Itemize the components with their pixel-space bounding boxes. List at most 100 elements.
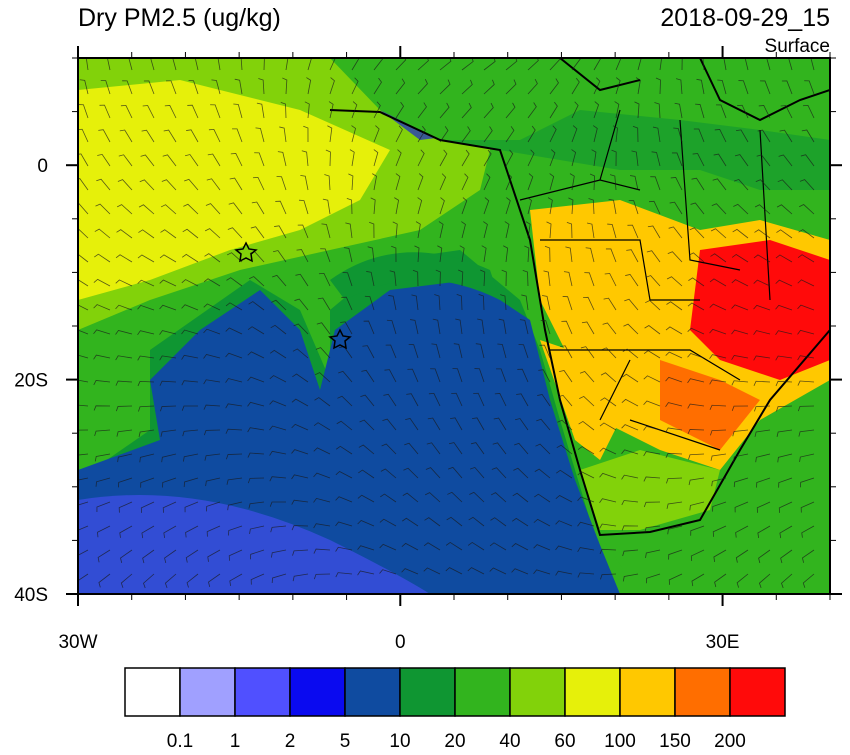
wind-barb (797, 355, 815, 361)
wind-barb (250, 226, 265, 239)
wind-barb (621, 398, 639, 407)
wind-barb (591, 149, 597, 167)
wind-barb (455, 318, 463, 335)
wind-barb (159, 355, 177, 361)
wind-barb (269, 501, 287, 507)
wind-barb (731, 405, 749, 411)
wind-barb (802, 104, 815, 119)
colorbar-label: 100 (604, 731, 636, 750)
wind-barb (483, 126, 493, 143)
wind-barb (338, 370, 353, 383)
wind-barb (670, 177, 683, 191)
wind-barb (775, 304, 793, 311)
wind-barb (279, 126, 287, 143)
x-tick-label: 30W (58, 632, 97, 653)
wind-barb (577, 471, 595, 479)
wind-barb (599, 472, 617, 479)
wind-barb (635, 77, 641, 95)
wind-barb (437, 245, 443, 263)
wind-barb (731, 380, 749, 386)
wind-barb (140, 154, 155, 167)
wind-barb (141, 525, 155, 539)
wind-barb (342, 272, 353, 287)
wind-barb (667, 525, 683, 535)
wind-barb (391, 245, 397, 263)
wind-barb (186, 129, 199, 143)
wind-barb (689, 501, 705, 511)
wind-barb (395, 58, 407, 71)
wind-barb (600, 372, 617, 383)
wind-barb (404, 442, 419, 455)
wind-barb (351, 125, 357, 143)
wind-barb (788, 58, 793, 71)
wind-barb (586, 222, 595, 239)
wind-barb (688, 252, 705, 263)
wind-barb (581, 321, 595, 335)
wind-barb (276, 176, 287, 191)
wind-barb (647, 225, 661, 239)
wind-barb (93, 380, 111, 386)
wind-barb (702, 58, 705, 71)
wind-barb (577, 572, 595, 578)
wind-barb (335, 445, 353, 455)
wind-barb (755, 179, 771, 191)
wind-barb (777, 453, 793, 463)
wind-barb (93, 405, 111, 411)
wind-barb (555, 520, 573, 527)
wind-barb (159, 380, 177, 386)
wind-barb (203, 303, 221, 311)
wind-barb (505, 173, 513, 191)
wind-barb (185, 525, 199, 538)
wind-barb (448, 466, 463, 479)
wind-barb (78, 379, 89, 383)
wind-barb (713, 153, 727, 167)
wind-barb (775, 254, 793, 263)
wind-barb (665, 351, 683, 359)
wind-barb (85, 58, 89, 71)
wind-barb (622, 573, 639, 582)
wind-barb (505, 102, 516, 119)
wind-barb (250, 549, 265, 560)
wind-barb (115, 380, 133, 386)
wind-barb (166, 80, 177, 95)
wind-barb (137, 279, 155, 287)
wind-barb (536, 418, 551, 431)
wind-barb (402, 492, 419, 503)
wind-barb (533, 544, 551, 551)
wind-barb (447, 491, 463, 503)
wind-barb (630, 175, 639, 191)
wind-barb (779, 525, 793, 539)
wind-barb (458, 269, 464, 287)
wind-barb (452, 368, 463, 383)
wind-barb (477, 318, 485, 335)
wind-barb (757, 129, 771, 143)
wind-barb (514, 442, 529, 455)
wind-barb (565, 246, 573, 263)
wind-barb (348, 173, 354, 191)
wind-barb (93, 354, 111, 360)
wind-barb (453, 343, 463, 359)
wind-barb (622, 348, 639, 359)
wind-barb (183, 477, 199, 488)
wind-barb (160, 405, 177, 412)
wind-barb (512, 492, 529, 503)
x-tick-label: 0 (395, 632, 406, 653)
wind-barb (732, 228, 749, 239)
wind-barb (643, 476, 661, 482)
wind-barb (78, 525, 89, 531)
wind-barb (621, 474, 639, 480)
wind-barb (357, 545, 375, 551)
wind-barb (709, 328, 727, 335)
wind-barb (380, 468, 397, 479)
wind-barb (254, 152, 265, 167)
wind-barb (584, 272, 595, 287)
wind-barb (182, 453, 199, 462)
wind-barb (304, 101, 310, 119)
wind-barb (687, 403, 705, 409)
wind-barb (687, 429, 705, 435)
field (78, 58, 830, 594)
wind-barb (137, 355, 155, 361)
y-tick-label: 20S (14, 371, 48, 392)
wind-barb (498, 318, 507, 335)
wind-barb (300, 174, 309, 191)
